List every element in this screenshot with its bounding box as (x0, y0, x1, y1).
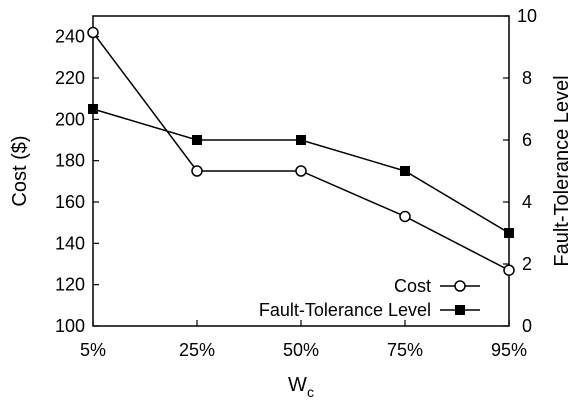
right-tick-label: 10 (517, 6, 537, 26)
x-tick-label: 75% (387, 340, 423, 360)
left-tick-label: 100 (55, 316, 85, 336)
left-tick-label: 180 (55, 151, 85, 171)
x-tick-label: 25% (179, 340, 215, 360)
left-tick-label: 200 (55, 109, 85, 129)
cost-point (192, 166, 202, 176)
left-axis-label: Cost ($) (9, 135, 31, 206)
left-tick-label: 140 (55, 233, 85, 253)
right-tick-label: 2 (522, 254, 532, 274)
legend-label-fault-tolerance: Fault-Tolerance Level (259, 300, 431, 320)
x-tick-label: 95% (491, 340, 527, 360)
right-tick-label: 0 (522, 316, 532, 336)
right-tick-label: 4 (522, 192, 532, 212)
series-line-0 (93, 33, 509, 271)
right-tick-label: 6 (522, 130, 532, 150)
cost-point (88, 28, 98, 38)
fault-tolerance-point (400, 166, 410, 176)
left-tick-label: 240 (55, 27, 85, 47)
x-tick-label: 5% (80, 340, 106, 360)
right-axis-label: Fault-Tolerance Level (551, 75, 573, 266)
left-tick-label: 120 (55, 275, 85, 295)
fault-tolerance-point (296, 135, 306, 145)
left-tick-label: 160 (55, 192, 85, 212)
legend-label-cost: Cost (394, 276, 431, 296)
series-layer (88, 28, 514, 276)
right-axis-ticks: 0 2 4 6 8 10 (503, 6, 537, 336)
x-axis-label-subscript: c (307, 384, 314, 400)
cost-point (296, 166, 306, 176)
x-tick-label: 50% (283, 340, 319, 360)
fault-tolerance-point (192, 135, 202, 145)
right-tick-label: 8 (522, 68, 532, 88)
left-tick-label: 220 (55, 68, 85, 88)
fault-tolerance-point (504, 228, 514, 238)
cost-point (504, 265, 514, 275)
cost-point (400, 211, 410, 221)
fault-tolerance-point (88, 104, 98, 114)
legend-marker-cost (455, 281, 465, 291)
x-axis-label: Wc (288, 374, 314, 400)
legend: Cost Fault-Tolerance Level (259, 276, 480, 320)
legend-marker-fault-tolerance (455, 305, 465, 315)
